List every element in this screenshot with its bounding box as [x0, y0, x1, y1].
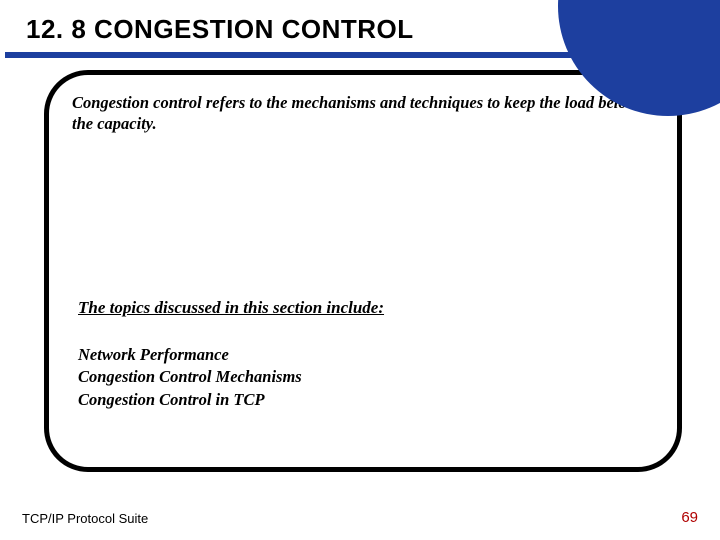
slide: 12. 8 CONGESTION CONTROL Congestion cont… — [0, 0, 720, 540]
intro-paragraph: Congestion control refers to the mechani… — [72, 92, 652, 135]
topics-list: Network Performance Congestion Control M… — [78, 344, 658, 411]
title-area: 12. 8 CONGESTION CONTROL — [26, 14, 414, 45]
page-number: 69 — [681, 509, 698, 526]
topics-heading: The topics discussed in this section inc… — [78, 298, 658, 318]
topic-item: Network Performance — [78, 344, 658, 366]
slide-title: 12. 8 CONGESTION CONTROL — [26, 14, 414, 45]
topic-item: Congestion Control Mechanisms — [78, 366, 658, 388]
footer-source: TCP/IP Protocol Suite — [22, 511, 148, 526]
title-underline — [5, 52, 579, 58]
topic-item: Congestion Control in TCP — [78, 389, 658, 411]
